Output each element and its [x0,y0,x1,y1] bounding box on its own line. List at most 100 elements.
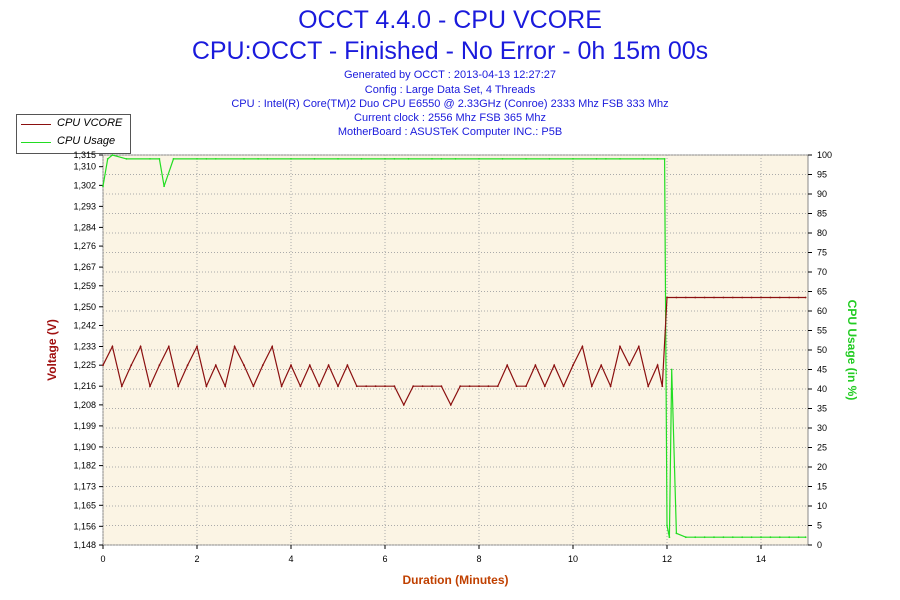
series-usage-point [172,158,175,160]
legend: CPU VCORE CPU Usage [16,114,131,154]
series-vcore-point [581,345,584,348]
series-vcore-point [205,385,208,388]
y-right-tick-label: 100 [817,150,832,160]
series-usage-point [642,158,645,160]
y-right-tick-label: 75 [817,248,827,258]
y-left-tick-label: 1,216 [73,381,96,391]
series-vcore-point [703,296,706,299]
series-usage-point [205,158,208,160]
series-vcore-point [656,364,659,367]
series-usage-point [393,158,396,160]
x-tick-label: 0 [100,554,105,564]
series-usage-point [440,158,443,160]
series-usage-point [788,536,791,539]
y-left-tick-label: 1,173 [73,482,96,492]
series-usage-point [797,536,800,539]
series-vcore-point [318,385,321,388]
series-usage-point [548,158,551,160]
series-vcore-group [102,296,807,407]
y-right-tick-label: 25 [817,443,827,453]
series-usage-point [106,158,109,160]
series-vcore-point [661,385,664,388]
chart-title: OCCT 4.4.0 - CPU VCORE [298,6,602,34]
x-tick-label: 6 [382,554,387,564]
info-clock: Current clock : 2556 Mhz FSB 365 Mhz [354,112,546,124]
y-left-tick-label: 1,315 [73,150,96,160]
series-usage-point [196,158,198,160]
series-vcore-point [553,364,556,367]
y-left-tick-label: 1,259 [73,281,96,291]
series-vcore-point [534,364,537,367]
series-vcore-point [421,385,424,388]
legend-label-vcore: CPU VCORE [57,117,123,129]
series-vcore-point [252,385,255,388]
series-usage-point [750,536,753,539]
series-vcore-point [261,364,264,367]
series-vcore-point [619,345,621,348]
series-vcore-point [590,385,593,388]
series-vcore-point [562,385,565,388]
y-left-tick-label: 1,208 [73,400,96,410]
series-usage-point [478,158,480,160]
series-vcore-point [449,404,452,406]
series-usage-point [670,368,673,371]
series-vcore-point [139,345,142,348]
series-usage-group [102,154,807,539]
series-usage-point [149,158,151,160]
y-left-tick-label: 1,225 [73,360,96,370]
series-vcore-point [797,296,800,299]
y-left-tick-label: 1,267 [73,262,96,272]
series-vcore-point [374,385,377,388]
series-vcore-point [600,364,603,367]
y-left-tick-label: 1,233 [73,341,96,351]
y-right-tick-label: 65 [817,287,827,297]
series-usage-point [525,158,527,160]
series-vcore-point [713,296,715,299]
x-tick-label: 8 [476,554,481,564]
series-usage-point [163,185,166,188]
series-vcore-point [196,345,198,348]
y-right-tick-label: 45 [817,365,827,375]
series-vcore-point [666,296,668,299]
y-left-tick-label: 1,156 [73,521,96,531]
series-usage-point [384,158,386,160]
series-usage-point [605,158,607,160]
y-right-axis-label: CPU Usage (in %) [845,300,859,401]
series-vcore-point [233,345,236,348]
y-right-tick-label: 85 [817,209,827,219]
y-left-tick-label: 1,199 [73,421,96,431]
y-right-tick-label: 55 [817,326,827,336]
series-vcore-point [355,385,358,388]
series-vcore-point [804,296,807,299]
y-right-tick-label: 50 [817,345,827,355]
x-ticks: 0 2 4 6 8 10 12 14 [100,545,766,564]
series-usage-point [313,158,316,160]
series-vcore-point [299,385,302,388]
y-right-ticks: 0 5 10 15 20 25 30 35 40 45 50 55 60 65 70 75 80 85 90 95 10… [808,150,832,550]
y-left-tick-label: 1,182 [73,461,96,471]
series-vcore-point [515,385,518,388]
y-right-tick-label: 80 [817,228,827,238]
series-vcore-point [694,296,697,299]
chart-subtitle: CPU:OCCT - Finished - No Error - 0h 15m … [191,37,709,65]
series-vcore-point [506,364,509,367]
y-left-tick-label: 1,190 [73,442,96,452]
series-usage-point [656,158,659,160]
series-vcore-point [365,385,368,388]
series-vcore-point [214,364,217,367]
y-left-tick-label: 1,165 [73,500,96,510]
series-vcore-point [741,296,744,299]
series-vcore-point [647,385,650,388]
y-right-tick-label: 5 [817,521,822,531]
series-usage-point [694,536,697,539]
series-vcore-point [637,345,640,348]
y-left-ticks: 1,148 1,156 1,165 1,173 1,182 1,190 1,199 1,208… [73,150,103,550]
series-usage-point [572,158,574,160]
y-right-tick-label: 10 [817,501,827,511]
series-vcore-point [572,364,574,367]
series-usage-point [731,536,734,539]
series-usage-point [778,536,781,539]
info-cpu: CPU : Intel(R) Core(TM)2 Duo CPU E6550 @… [231,98,669,110]
series-usage-point [266,158,269,160]
